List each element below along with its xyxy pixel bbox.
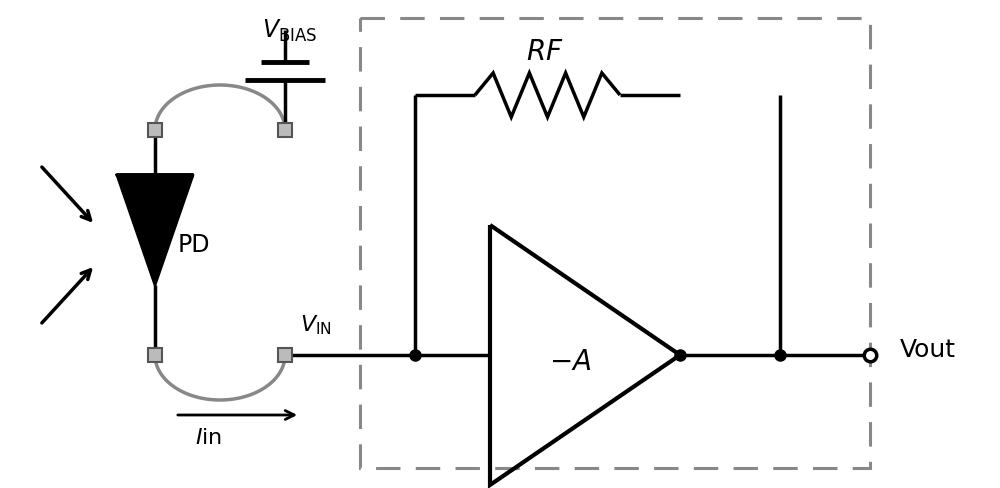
Bar: [148, 123, 162, 137]
Text: $V_{\mathrm{BIAS}}$: $V_{\mathrm{BIAS}}$: [262, 18, 317, 44]
Bar: [360, 18, 870, 468]
Text: PD: PD: [178, 233, 210, 257]
Bar: [278, 123, 292, 137]
Text: $\mathit{RF}$: $\mathit{RF}$: [526, 39, 564, 65]
Bar: [278, 348, 292, 362]
Text: Vout: Vout: [900, 338, 956, 362]
Polygon shape: [117, 175, 193, 285]
Text: $V_{\mathrm{IN}}$: $V_{\mathrm{IN}}$: [300, 313, 332, 337]
Bar: [148, 348, 162, 362]
Text: $\mathit{I}$in: $\mathit{I}$in: [195, 428, 222, 448]
Text: $-A$: $-A$: [549, 349, 591, 377]
